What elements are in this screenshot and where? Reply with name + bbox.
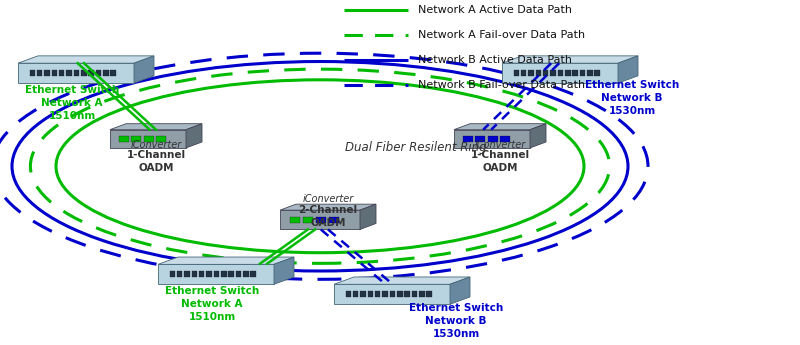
Polygon shape: [110, 124, 202, 130]
Polygon shape: [214, 271, 219, 277]
Polygon shape: [502, 56, 638, 63]
Polygon shape: [514, 70, 519, 76]
Polygon shape: [37, 70, 42, 76]
Polygon shape: [419, 291, 425, 297]
Polygon shape: [454, 130, 530, 148]
Polygon shape: [475, 136, 486, 141]
Polygon shape: [565, 70, 570, 76]
Polygon shape: [404, 291, 410, 297]
Text: Ethernet Switch
Network A
1510nm: Ethernet Switch Network A 1510nm: [25, 85, 119, 121]
Text: Network B Fail-over Data Path: Network B Fail-over Data Path: [418, 80, 585, 90]
Polygon shape: [426, 291, 432, 297]
Polygon shape: [375, 291, 381, 297]
Polygon shape: [360, 204, 376, 229]
Polygon shape: [329, 217, 339, 223]
Polygon shape: [397, 291, 402, 297]
Polygon shape: [587, 70, 593, 76]
Polygon shape: [66, 70, 72, 76]
Polygon shape: [144, 136, 154, 141]
Polygon shape: [580, 70, 586, 76]
Text: Dual Fiber Resilent Ring: Dual Fiber Resilent Ring: [345, 141, 487, 155]
Text: 2-Channel
OADM: 2-Channel OADM: [298, 205, 358, 228]
Polygon shape: [618, 56, 638, 83]
Polygon shape: [382, 291, 388, 297]
Text: 1-Channel
OADM: 1-Channel OADM: [126, 150, 186, 173]
Text: iConverter: iConverter: [474, 140, 526, 150]
Polygon shape: [30, 70, 35, 76]
Polygon shape: [170, 271, 175, 277]
Polygon shape: [353, 291, 358, 297]
Polygon shape: [221, 271, 226, 277]
Polygon shape: [502, 63, 618, 83]
Polygon shape: [594, 70, 600, 76]
Text: Network A Active Data Path: Network A Active Data Path: [418, 5, 571, 15]
Text: Ethernet Switch
Network A
1510nm: Ethernet Switch Network A 1510nm: [165, 286, 259, 322]
Polygon shape: [536, 70, 541, 76]
Polygon shape: [74, 70, 79, 76]
Polygon shape: [96, 70, 102, 76]
Polygon shape: [530, 124, 546, 148]
Polygon shape: [243, 271, 249, 277]
Polygon shape: [334, 284, 450, 304]
Polygon shape: [302, 217, 313, 223]
Polygon shape: [500, 136, 510, 141]
Polygon shape: [18, 63, 134, 83]
Polygon shape: [52, 70, 57, 76]
Polygon shape: [316, 217, 326, 223]
Text: iConverter: iConverter: [302, 195, 354, 205]
Polygon shape: [360, 291, 366, 297]
Polygon shape: [81, 70, 86, 76]
Polygon shape: [134, 56, 154, 83]
Polygon shape: [290, 217, 300, 223]
Polygon shape: [18, 56, 154, 63]
Polygon shape: [184, 271, 190, 277]
Polygon shape: [236, 271, 242, 277]
Text: Ethernet Switch
Network B
1530nm: Ethernet Switch Network B 1530nm: [409, 303, 503, 339]
Polygon shape: [44, 70, 50, 76]
Polygon shape: [88, 70, 94, 76]
Polygon shape: [110, 70, 116, 76]
Polygon shape: [543, 70, 549, 76]
Polygon shape: [521, 70, 526, 76]
Polygon shape: [528, 70, 534, 76]
Polygon shape: [192, 271, 197, 277]
Polygon shape: [488, 136, 498, 141]
Polygon shape: [280, 210, 360, 229]
Polygon shape: [158, 257, 294, 264]
Polygon shape: [390, 291, 395, 297]
Polygon shape: [103, 70, 109, 76]
Text: Network B Active Data Path: Network B Active Data Path: [418, 55, 571, 65]
Polygon shape: [156, 136, 166, 141]
Polygon shape: [110, 130, 186, 148]
Text: Network A Fail-over Data Path: Network A Fail-over Data Path: [418, 30, 585, 40]
Polygon shape: [412, 291, 418, 297]
Polygon shape: [119, 136, 129, 141]
Polygon shape: [280, 204, 376, 210]
Text: Ethernet Switch
Network B
1530nm: Ethernet Switch Network B 1530nm: [585, 80, 679, 116]
Polygon shape: [463, 136, 473, 141]
Polygon shape: [206, 271, 212, 277]
Polygon shape: [186, 124, 202, 148]
Polygon shape: [199, 271, 205, 277]
Polygon shape: [131, 136, 142, 141]
Polygon shape: [228, 271, 234, 277]
Polygon shape: [454, 124, 546, 130]
Polygon shape: [550, 70, 556, 76]
Polygon shape: [59, 70, 65, 76]
Polygon shape: [274, 257, 294, 284]
Polygon shape: [346, 291, 351, 297]
Polygon shape: [450, 277, 470, 304]
Polygon shape: [177, 271, 182, 277]
Polygon shape: [368, 291, 373, 297]
Polygon shape: [572, 70, 578, 76]
Text: 1-Channel
OADM: 1-Channel OADM: [470, 150, 530, 173]
Polygon shape: [558, 70, 563, 76]
Text: iConverter: iConverter: [130, 140, 182, 150]
Polygon shape: [334, 277, 470, 284]
Polygon shape: [250, 271, 256, 277]
Polygon shape: [158, 264, 274, 284]
